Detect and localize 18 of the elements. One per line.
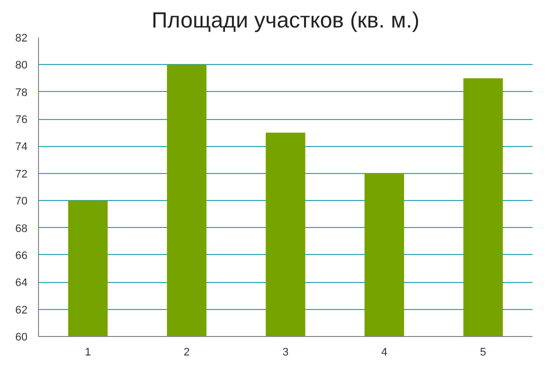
y-tick-label: 66 bbox=[15, 250, 28, 262]
x-tick-label: 1 bbox=[84, 346, 91, 358]
y-tick-label: 62 bbox=[15, 304, 28, 316]
y-tick-label: 60 bbox=[15, 332, 28, 344]
y-tick-label: 76 bbox=[15, 114, 28, 126]
y-tick-label: 64 bbox=[15, 277, 28, 290]
chart-title: Площади участков (кв. м.) bbox=[152, 8, 420, 32]
y-tick-label: 80 bbox=[15, 60, 28, 72]
y-tick-label: 72 bbox=[15, 168, 28, 180]
y-tick-label: 70 bbox=[15, 196, 28, 208]
x-tick-label: 2 bbox=[184, 346, 190, 358]
y-tick-label: 82 bbox=[15, 32, 28, 44]
y-tick-label: 78 bbox=[15, 86, 28, 99]
x-tick-label: 3 bbox=[282, 346, 289, 358]
y-tick-label: 74 bbox=[15, 141, 28, 154]
y-tick-label: 68 bbox=[15, 222, 28, 235]
x-tick-label: 4 bbox=[381, 346, 388, 358]
x-tick-label: 5 bbox=[480, 346, 486, 358]
